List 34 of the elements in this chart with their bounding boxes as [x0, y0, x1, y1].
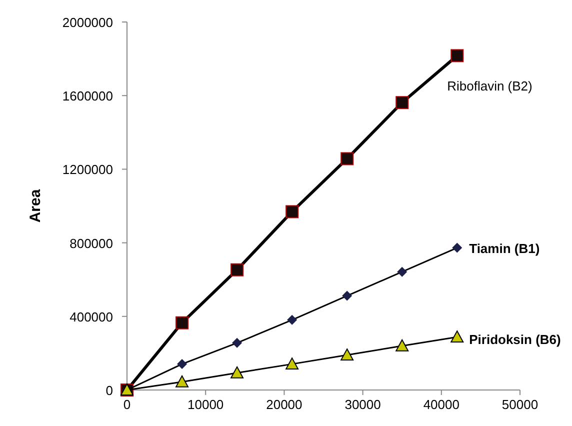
y-tick-label: 0 [106, 383, 113, 398]
point [340, 152, 354, 166]
x-tick-label: 20000 [266, 397, 302, 412]
x-tick-label: 50000 [502, 397, 538, 412]
y-tick-label: 800000 [70, 236, 113, 251]
point [230, 366, 244, 378]
point [176, 316, 189, 330]
point [176, 375, 189, 388]
point [232, 338, 242, 348]
point [450, 330, 464, 343]
series-label: Tiamin (B1) [469, 240, 540, 256]
point [286, 205, 299, 218]
y-tick-label: 2000000 [62, 15, 113, 30]
y-axis-title: Area [27, 188, 44, 223]
point [396, 96, 409, 110]
series-label: Riboflavin (B2) [447, 78, 532, 94]
x-tick-label: 40000 [423, 397, 460, 412]
point [396, 339, 409, 352]
point [452, 242, 462, 253]
x-tick-label: 10000 [188, 397, 224, 412]
point [286, 358, 299, 370]
x-tick-label: 0 [123, 397, 131, 412]
point [177, 359, 188, 370]
y-tick-label: 1200000 [62, 162, 113, 178]
point [230, 263, 244, 276]
point [450, 49, 464, 62]
y-tick-label: 1600000 [62, 88, 113, 104]
point [340, 348, 354, 361]
series-label: Piridoksin (B6) [469, 332, 561, 348]
point [397, 266, 408, 277]
y-tick-label: 400000 [70, 309, 113, 324]
point [342, 290, 352, 301]
x-tick-label: 30000 [344, 397, 381, 412]
point [287, 314, 298, 325]
